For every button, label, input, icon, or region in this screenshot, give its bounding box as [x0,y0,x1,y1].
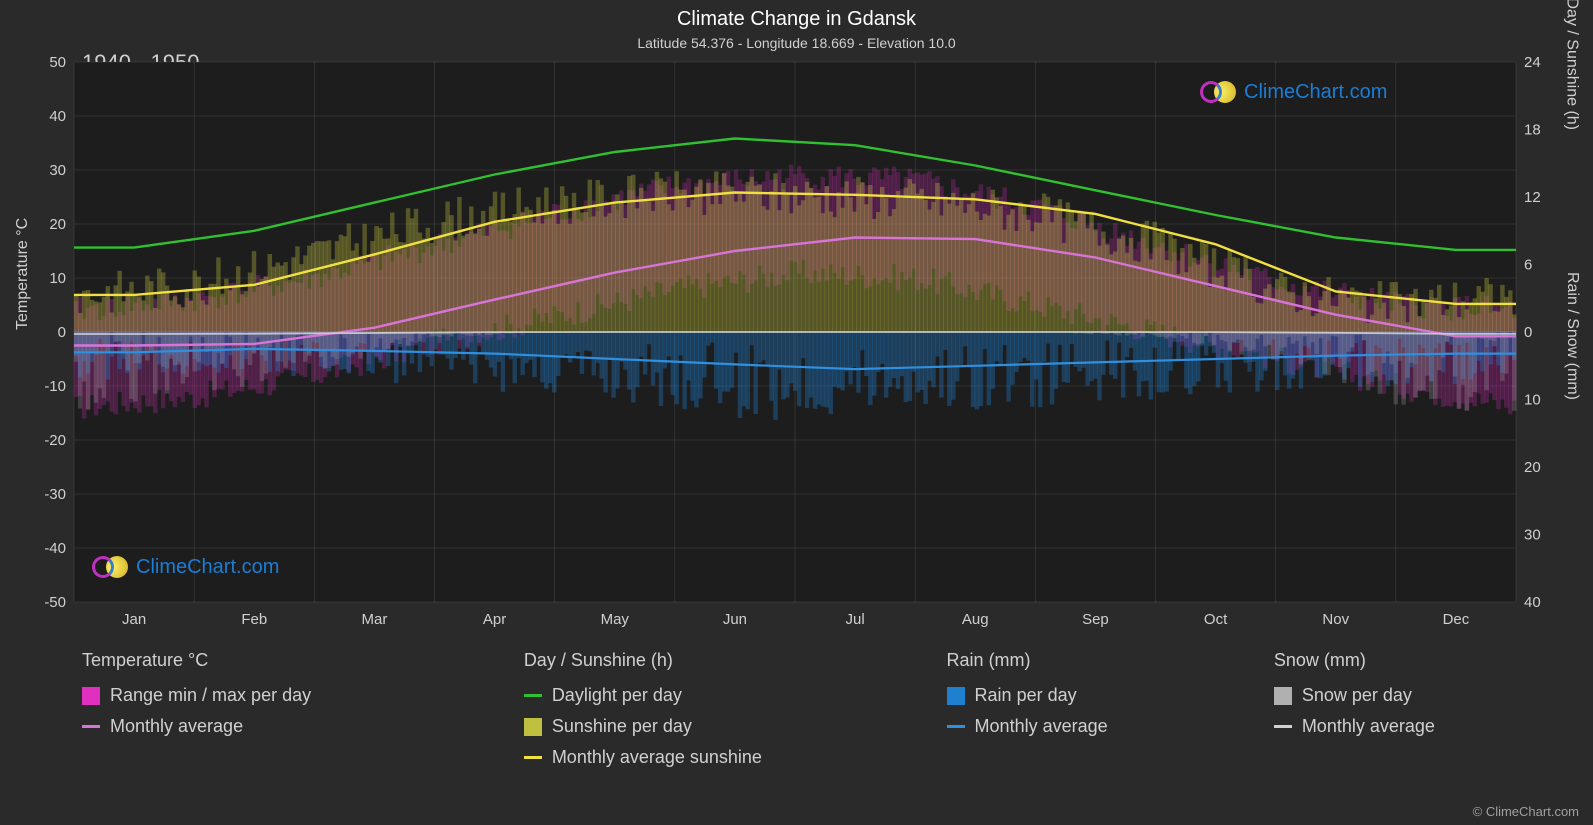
legend-item: Snow per day [1274,685,1522,706]
svg-text:0: 0 [1524,324,1532,341]
chart-title: Climate Change in Gdansk [0,0,1593,31]
legend-swatch [524,756,542,759]
legend-item-label: Monthly average [1302,716,1435,737]
legend-swatch [524,694,542,697]
svg-text:-10: -10 [44,378,66,395]
svg-text:Jun: Jun [723,611,747,628]
climechart-logo-icon [92,555,130,579]
climechart-logo-icon [1200,80,1238,104]
watermark-logo-bottom: ClimeChart.com [92,555,279,579]
svg-text:10: 10 [1524,392,1541,409]
legend-group-title: Temperature °C [82,650,464,671]
legend-group: Rain (mm) Rain per day Monthly average [947,650,1214,768]
legend-item: Monthly average sunshine [524,747,887,768]
watermark-text-top: ClimeChart.com [1244,81,1387,104]
left-axis-label: Temperature °C [14,218,32,330]
svg-text:18: 18 [1524,122,1541,139]
plot-area: 50403020100-10-20-30-40-5024181260102030… [74,62,1516,602]
svg-text:30: 30 [49,162,66,179]
legend-group: Temperature °C Range min / max per day Mon… [82,650,464,768]
legend-group: Day / Sunshine (h) Daylight per day Sunshi… [524,650,887,768]
right-axis-label-bottom: Rain / Snow (mm) [1563,272,1581,400]
legend-swatch [1274,725,1292,728]
svg-text:Sep: Sep [1082,611,1109,628]
legend-swatch [82,687,100,705]
svg-text:Aug: Aug [962,611,989,628]
legend-group-title: Rain (mm) [947,650,1214,671]
legend-swatch [524,718,542,736]
legend-item-label: Monthly average [110,716,243,737]
svg-text:24: 24 [1524,54,1541,71]
svg-text:0: 0 [58,324,66,341]
legend-item-label: Monthly average sunshine [552,747,762,768]
svg-text:40: 40 [1524,594,1541,611]
legend-item-label: Monthly average [975,716,1108,737]
svg-text:Jan: Jan [122,611,146,628]
svg-text:-30: -30 [44,486,66,503]
svg-text:May: May [601,611,630,628]
legend-group: Snow (mm) Snow per day Monthly average [1274,650,1522,768]
svg-text:Apr: Apr [483,611,506,628]
legend-group-title: Day / Sunshine (h) [524,650,887,671]
legend-swatch [947,687,965,705]
legend-item: Sunshine per day [524,716,887,737]
svg-text:-50: -50 [44,594,66,611]
svg-text:20: 20 [1524,459,1541,476]
legend: Temperature °C Range min / max per day Mon… [82,650,1522,768]
legend-swatch [1274,687,1292,705]
legend-item: Rain per day [947,685,1214,706]
legend-item-label: Sunshine per day [552,716,692,737]
svg-text:50: 50 [49,54,66,71]
legend-swatch [947,725,965,728]
svg-text:40: 40 [49,108,66,125]
legend-swatch [82,725,100,728]
svg-text:Jul: Jul [845,611,864,628]
right-axis-label-top: Day / Sunshine (h) [1563,0,1581,130]
legend-item: Monthly average [947,716,1214,737]
svg-text:Feb: Feb [241,611,267,628]
svg-text:Mar: Mar [361,611,387,628]
legend-item: Monthly average [1274,716,1522,737]
svg-text:12: 12 [1524,189,1541,206]
svg-text:6: 6 [1524,257,1532,274]
watermark-logo-top: ClimeChart.com [1200,80,1387,104]
svg-text:-40: -40 [44,540,66,557]
svg-text:-20: -20 [44,432,66,449]
svg-text:10: 10 [49,270,66,287]
legend-item-label: Snow per day [1302,685,1412,706]
chart-subtitle: Latitude 54.376 - Longitude 18.669 - Ele… [0,35,1593,51]
svg-text:Nov: Nov [1322,611,1349,628]
legend-item: Monthly average [82,716,464,737]
legend-item: Daylight per day [524,685,887,706]
svg-text:20: 20 [49,216,66,233]
legend-item: Range min / max per day [82,685,464,706]
chart-container: Climate Change in Gdansk Latitude 54.376… [0,0,1593,825]
legend-group-title: Snow (mm) [1274,650,1522,671]
svg-text:Dec: Dec [1443,611,1470,628]
plot-svg: 50403020100-10-20-30-40-5024181260102030… [74,62,1516,602]
svg-text:Oct: Oct [1204,611,1228,628]
svg-text:30: 30 [1524,527,1541,544]
legend-item-label: Rain per day [975,685,1077,706]
copyright: © ClimeChart.com [1473,804,1579,819]
watermark-text-bottom: ClimeChart.com [136,556,279,579]
legend-item-label: Range min / max per day [110,685,311,706]
legend-item-label: Daylight per day [552,685,682,706]
